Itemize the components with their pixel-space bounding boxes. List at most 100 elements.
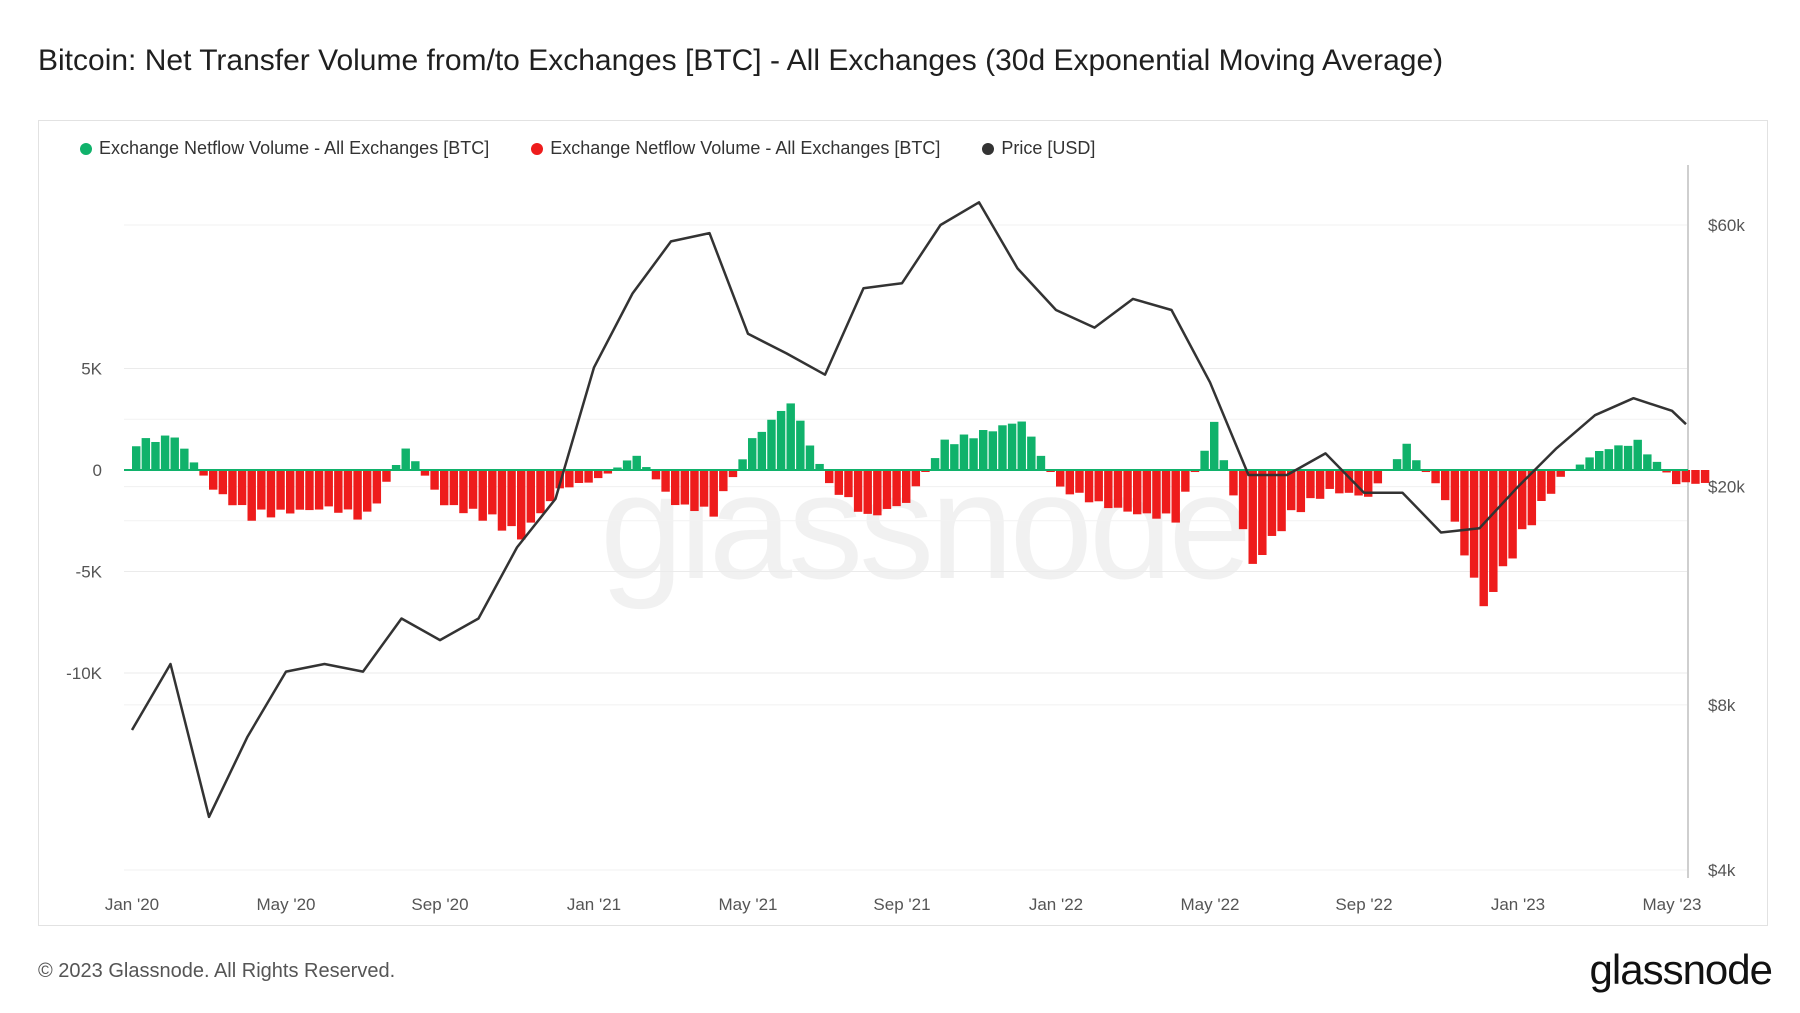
netflow-bar <box>776 410 786 470</box>
x-tick-label: May '20 <box>257 895 316 914</box>
netflow-bar <box>1200 450 1209 470</box>
netflow-bar <box>613 467 622 470</box>
netflow-bar <box>1190 470 1200 473</box>
legend-label: Exchange Netflow Volume - All Exchanges … <box>550 138 941 158</box>
legend-item-netflow-positive[interactable]: Exchange Netflow Volume - All Exchanges … <box>80 138 489 159</box>
netflow-bar <box>305 470 314 511</box>
x-tick-label: May '21 <box>719 895 778 914</box>
netflow-bar <box>517 470 526 540</box>
x-tick-label: May '22 <box>1181 895 1240 914</box>
netflow-bar <box>1402 443 1411 470</box>
netflow-bar <box>430 470 439 490</box>
netflow-bar <box>1123 470 1132 512</box>
netflow-bar <box>1296 470 1306 513</box>
netflow-bar <box>1595 450 1604 470</box>
netflow-bar <box>940 439 949 470</box>
netflow-bar <box>959 434 969 470</box>
netflow-bar <box>420 470 430 476</box>
netflow-bar <box>853 470 863 512</box>
netflow-bar <box>1392 459 1402 470</box>
netflow-bar <box>497 470 507 531</box>
netflow-bar <box>1181 470 1190 492</box>
netflow-bar <box>671 470 680 506</box>
netflow-bar <box>209 470 218 490</box>
netflow-bar <box>882 470 892 509</box>
netflow-bar <box>1450 470 1460 522</box>
netflow-bar <box>1585 457 1594 470</box>
netflow-bar <box>1325 470 1334 489</box>
netflow-bar <box>1152 470 1161 519</box>
netflow-bar <box>228 470 237 506</box>
y-left-tick-label: -10K <box>66 664 103 683</box>
netflow-bar <box>324 470 333 507</box>
netflow-bar <box>661 470 670 492</box>
netflow-bar <box>1219 460 1229 470</box>
netflow-bar <box>478 470 487 521</box>
netflow-bar <box>709 470 718 517</box>
netflow-bar <box>353 470 362 520</box>
x-tick-label: Jan '21 <box>567 895 621 914</box>
x-tick-label: Sep '22 <box>1335 895 1392 914</box>
netflow-bar <box>642 467 651 470</box>
netflow-bar <box>151 441 160 470</box>
netflow-bar <box>690 470 699 512</box>
legend-label: Price [USD] <box>1001 138 1096 158</box>
netflow-bar <box>1287 470 1296 511</box>
netflow-bar <box>1229 470 1238 496</box>
x-tick-label: Jan '20 <box>105 895 159 914</box>
legend-dot-dark <box>982 142 995 155</box>
legend-item-netflow-negative[interactable]: Exchange Netflow Volume - All Exchanges … <box>531 138 940 159</box>
netflow-bar <box>1210 421 1219 470</box>
price-line <box>130 201 1687 819</box>
netflow-bar <box>651 470 661 480</box>
netflow-bar <box>911 470 921 487</box>
netflow-bar <box>930 458 940 470</box>
netflow-bar <box>199 470 208 476</box>
y-right-tick-label: $20k <box>1708 478 1745 497</box>
netflow-bar <box>1315 470 1325 499</box>
netflow-bar <box>1306 470 1315 499</box>
netflow-bar <box>969 438 978 470</box>
netflow-bar <box>391 464 401 470</box>
brand-logo: glassnode <box>1589 946 1773 993</box>
netflow-bar <box>1084 470 1094 503</box>
netflow-bar <box>632 455 641 470</box>
netflow-bar <box>603 470 613 474</box>
netflow-bar <box>902 470 911 503</box>
netflow-bar <box>1431 470 1440 484</box>
y-left-tick-label: 0 <box>93 461 102 480</box>
netflow-bar <box>1161 470 1171 514</box>
netflow-bar <box>805 445 815 470</box>
netflow-bar <box>1017 421 1026 470</box>
netflow-bar <box>998 425 1007 470</box>
netflow-bar <box>748 438 757 470</box>
netflow-bar <box>1575 464 1585 470</box>
netflow-bar <box>132 446 141 470</box>
netflow-bar <box>343 470 353 510</box>
netflow-bar <box>1489 470 1498 592</box>
netflow-bar <box>1036 455 1046 470</box>
netflow-bar <box>1344 470 1354 493</box>
netflow-bar <box>892 470 901 507</box>
netflow-bar <box>1643 454 1652 470</box>
netflow-bar <box>786 403 795 470</box>
legend-item-price[interactable]: Price [USD] <box>982 138 1095 159</box>
netflow-bar <box>1027 436 1036 470</box>
netflow-bar <box>180 448 189 470</box>
netflow-bar <box>1364 470 1373 497</box>
netflow-bar <box>1248 470 1257 564</box>
netflow-bar <box>565 470 574 488</box>
netflow-bar <box>1065 470 1075 495</box>
netflow-bar <box>1556 470 1565 477</box>
netflow-bar <box>536 470 545 514</box>
netflow-bar <box>1171 470 1180 523</box>
netflow-bar <box>574 470 584 483</box>
copyright-footer: © 2023 Glassnode. All Rights Reserved. <box>38 960 396 982</box>
x-tick-label: Sep '20 <box>411 895 468 914</box>
netflow-bar <box>1007 423 1017 470</box>
netflow-bar <box>988 431 998 470</box>
netflow-bar <box>680 470 690 505</box>
netflow-bar <box>1623 445 1633 470</box>
netflow-bar <box>1277 470 1286 532</box>
netflow-bar <box>863 470 872 514</box>
